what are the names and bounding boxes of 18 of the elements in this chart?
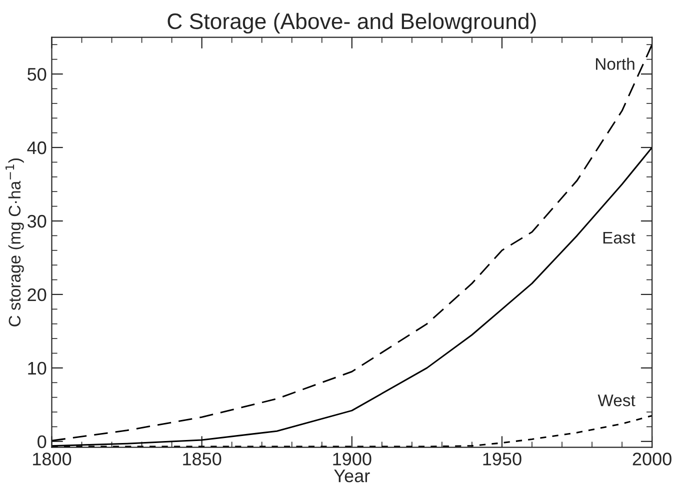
y-tick-label: 40 [27, 141, 46, 154]
y-axis-title: C storage (mg C·ha$^{−1}$) [6, 158, 24, 326]
x-axis-title: Year [334, 470, 370, 482]
y-tick-label: 10 [28, 362, 46, 375]
chart-title: C Storage (Above- and Belowground) [168, 12, 536, 34]
line-series [52, 44, 652, 442]
y-tick-label: 50 [28, 68, 46, 81]
x-tick-label: 1950 [483, 452, 522, 466]
x-tick-label: 1900 [333, 452, 372, 466]
x-tick-label: 1850 [183, 452, 222, 466]
y-tick-label: 30 [27, 214, 46, 228]
series-label: West [598, 394, 636, 406]
series-label: East [603, 232, 636, 244]
y-tick-label: 20 [28, 288, 46, 302]
x-tick-label: 2000 [632, 452, 672, 466]
x-tick-label: 1800 [33, 452, 72, 466]
series-label: North [596, 58, 634, 70]
y-tick-label: 0 [38, 435, 46, 448]
